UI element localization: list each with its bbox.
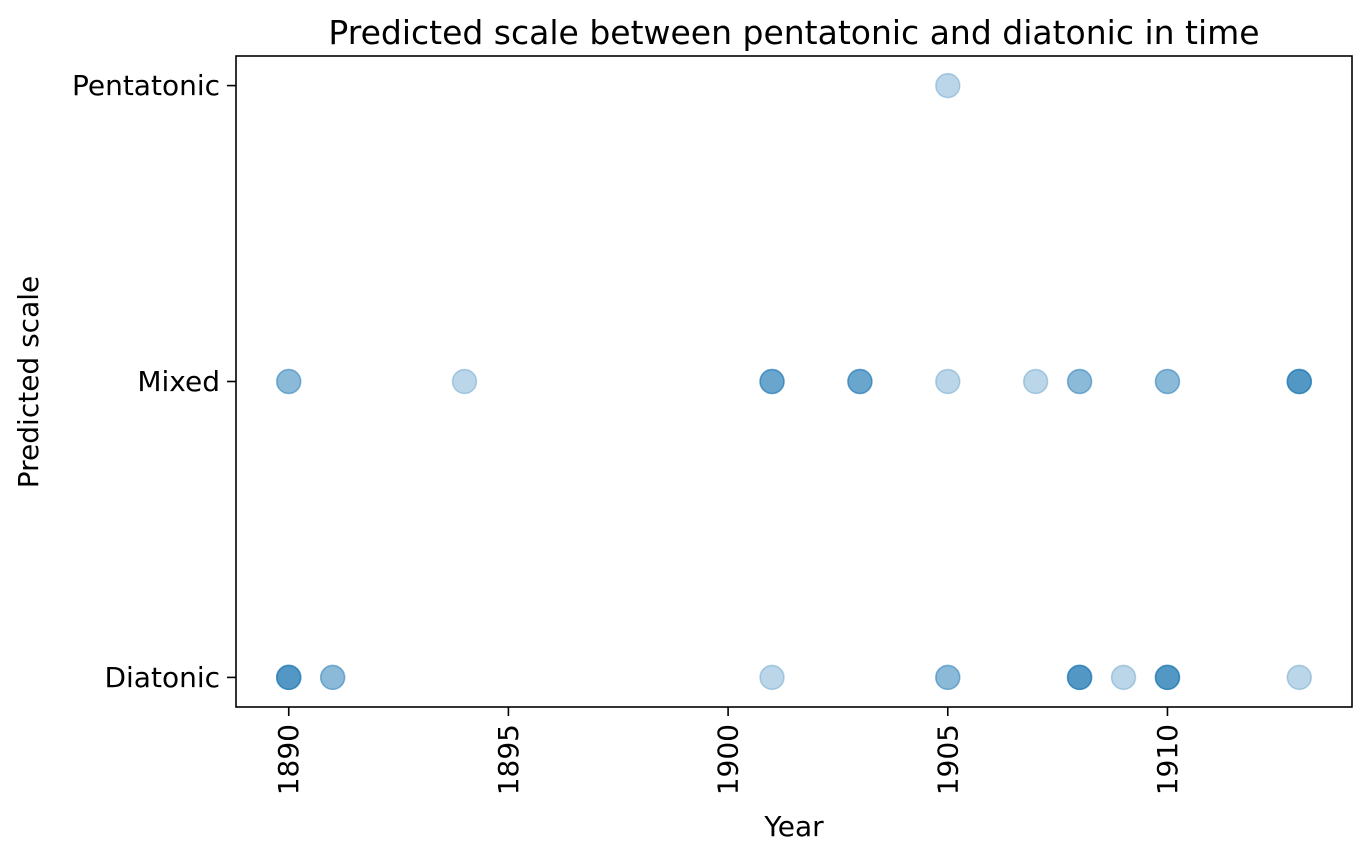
data-point <box>935 664 961 691</box>
data-point <box>759 368 785 395</box>
data-point <box>847 368 873 395</box>
y-axis-label: Predicted scale <box>12 276 45 489</box>
y-tick-label: Mixed <box>137 365 220 398</box>
data-point <box>451 368 478 395</box>
data-point <box>1286 368 1313 395</box>
data-point <box>1286 368 1313 395</box>
data-point <box>1066 664 1093 691</box>
data-point <box>275 368 302 395</box>
data-point <box>1022 368 1049 395</box>
x-tick-label: 1900 <box>712 724 745 795</box>
data-point <box>759 664 785 691</box>
data-point <box>275 664 302 691</box>
data-point <box>319 664 346 691</box>
data-point <box>275 664 302 691</box>
x-axis-ticks: 1890 1895 1900 1905 1910 <box>272 707 1184 795</box>
y-tick-label: Diatonic <box>104 661 220 694</box>
data-point <box>935 72 961 99</box>
data-point <box>935 664 961 691</box>
data-point <box>759 368 785 395</box>
data-point <box>275 664 302 691</box>
data-point <box>759 368 785 395</box>
chart-title: Predicted scale between pentatonic and d… <box>328 13 1259 52</box>
x-tick-label: 1905 <box>931 724 964 795</box>
data-point <box>319 664 346 691</box>
data-point <box>1066 664 1093 691</box>
data-point <box>1154 664 1181 691</box>
plot-frame <box>235 55 1353 708</box>
data-point <box>1154 664 1181 691</box>
data-point <box>847 368 873 395</box>
data-point <box>1154 664 1181 691</box>
data-point <box>1066 664 1093 691</box>
data-point <box>275 368 302 395</box>
data-point <box>1066 368 1093 395</box>
x-tick-label: 1895 <box>492 724 525 795</box>
data-point <box>935 368 961 395</box>
x-tick-label: 1890 <box>272 724 305 795</box>
data-point <box>1286 368 1313 395</box>
y-tick-label: Pentatonic <box>72 69 220 102</box>
data-point <box>275 664 302 691</box>
data-point <box>847 368 873 395</box>
x-tick-label: 1910 <box>1151 724 1184 795</box>
x-axis-label: Year <box>763 810 824 843</box>
data-point <box>1286 368 1313 395</box>
data-point <box>1110 664 1137 691</box>
data-point <box>1066 368 1093 395</box>
data-point <box>1066 664 1093 691</box>
data-points <box>275 72 1313 691</box>
data-point <box>1154 664 1181 691</box>
y-axis-ticks: Diatonic Mixed Pentatonic <box>72 69 236 694</box>
data-point <box>1286 664 1313 691</box>
data-point <box>1154 368 1181 395</box>
data-point <box>1154 368 1181 395</box>
